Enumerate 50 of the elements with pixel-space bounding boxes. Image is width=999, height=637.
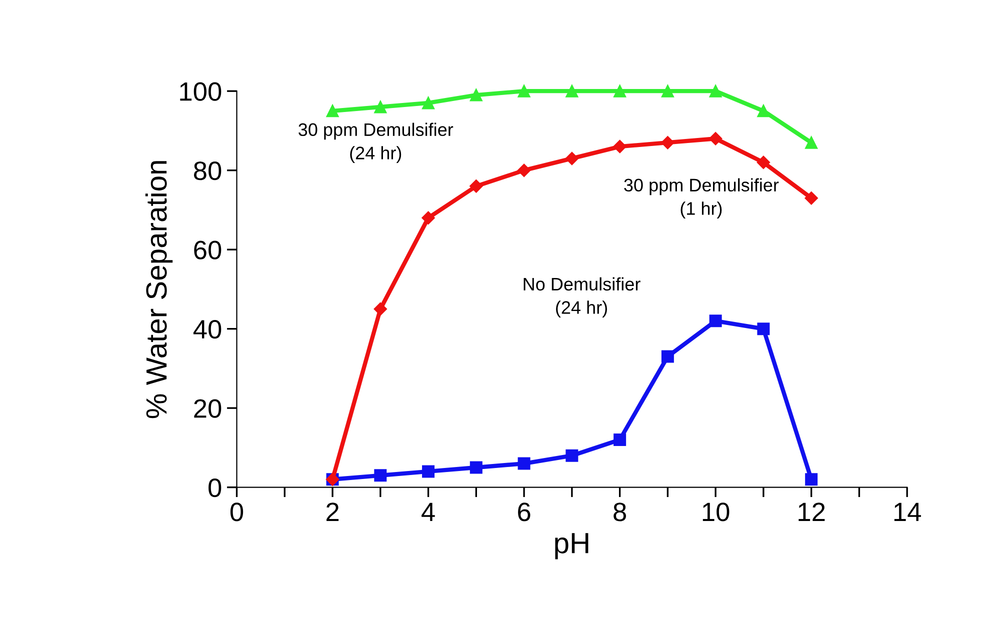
- point: [805, 136, 818, 149]
- point: [374, 100, 387, 114]
- x-axis-title: pH: [555, 533, 588, 560]
- x-tick-label: 10: [702, 502, 730, 522]
- point: [422, 465, 435, 478]
- point: [614, 84, 626, 98]
- point: [757, 104, 770, 118]
- point: [470, 461, 482, 474]
- point: [518, 84, 530, 98]
- point: [566, 84, 578, 98]
- y-tick-label: 60: [194, 240, 222, 260]
- point: [661, 350, 674, 363]
- point: [374, 302, 387, 316]
- point: [326, 104, 339, 118]
- x-tick-label: 8: [614, 502, 626, 522]
- point: [756, 156, 770, 169]
- x-tick-label: 0: [230, 502, 244, 522]
- point: [565, 152, 579, 166]
- point: [614, 434, 626, 446]
- point: [757, 322, 770, 336]
- point: [709, 84, 722, 98]
- point: [805, 473, 818, 486]
- x-tick-label: 4: [422, 502, 435, 522]
- point: [422, 96, 435, 110]
- y-axis-title: % Water Separation: [145, 161, 173, 418]
- point: [518, 457, 530, 470]
- point: [422, 211, 435, 224]
- point: [804, 191, 818, 205]
- y-tick-label: 80: [194, 161, 222, 180]
- y-tick-label: 20: [194, 399, 222, 418]
- x-tick-label: 2: [326, 502, 339, 522]
- point: [661, 84, 674, 98]
- x-tick-label: 12: [798, 502, 825, 522]
- point: [566, 449, 578, 462]
- point: [517, 164, 531, 177]
- point: [613, 140, 626, 154]
- y-tick-label: 40: [193, 320, 222, 339]
- series-label: 30 ppm Demulsifier (24 hr): [298, 122, 454, 163]
- y-tick-label: 0: [208, 478, 222, 498]
- x-tick-label: 6: [518, 502, 530, 522]
- point: [709, 314, 722, 328]
- point: [374, 469, 387, 482]
- x-tick-label: 14: [894, 502, 921, 522]
- y-tick-label: 100: [180, 82, 222, 101]
- text: No Demulsifier (24 hr): [524, 277, 640, 318]
- series-label: 30 ppm Demulsifier (1 hr): [624, 178, 779, 218]
- point: [470, 88, 482, 102]
- point: [708, 132, 722, 146]
- point: [470, 180, 483, 193]
- point: [661, 136, 674, 150]
